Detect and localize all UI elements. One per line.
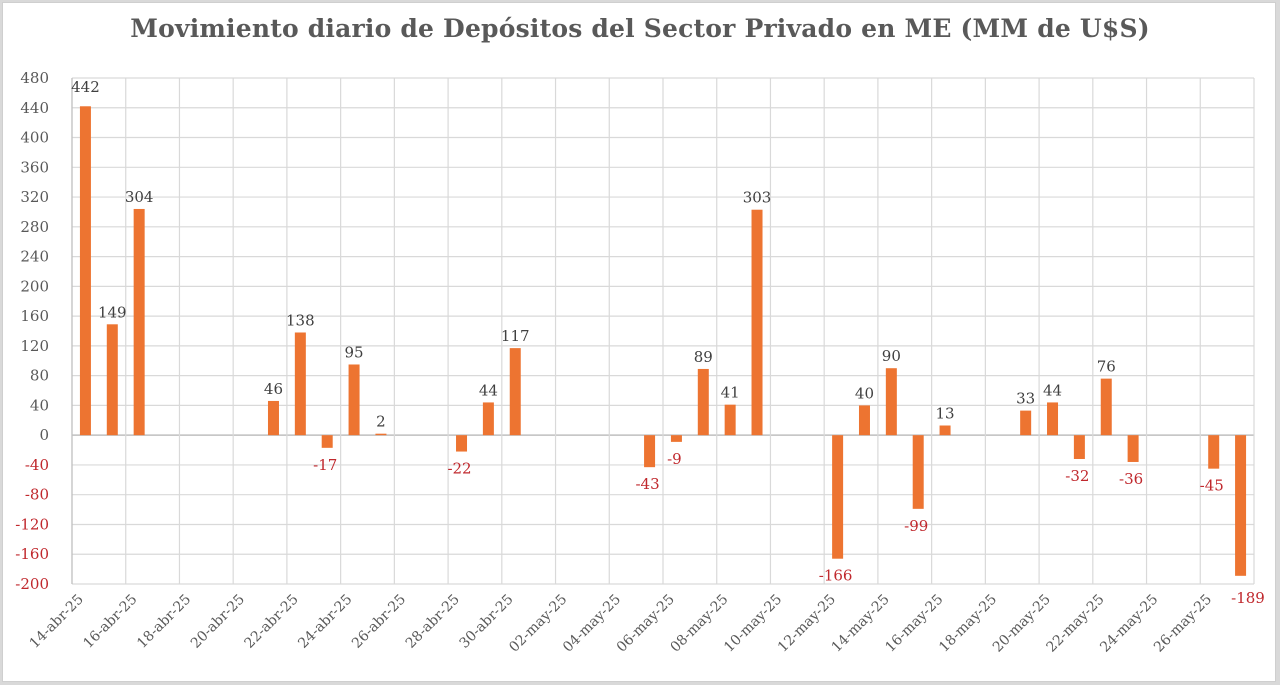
y-axis-ticks: 48044040036032028024020016012080400-40-8… (15, 69, 49, 593)
y-tick-label: 400 (20, 129, 49, 147)
y-tick-label: -160 (15, 545, 49, 563)
bar (456, 435, 468, 452)
bar (885, 368, 897, 436)
data-label: 95 (345, 343, 364, 361)
y-tick-label: -200 (15, 575, 49, 593)
bar (912, 435, 924, 509)
x-tick-label: 22-abr-25 (242, 592, 302, 652)
data-label: 138 (286, 311, 315, 329)
y-tick-label: -40 (25, 456, 49, 474)
bars (79, 106, 1247, 576)
data-label: 442 (71, 78, 100, 96)
data-label: 149 (98, 303, 127, 321)
chart-title: Movimiento diario de Depósitos del Secto… (130, 14, 1150, 43)
data-label: 304 (125, 188, 154, 206)
data-label: 89 (694, 348, 713, 366)
data-label: 13 (936, 405, 955, 423)
data-label: 2 (376, 413, 386, 431)
bar (939, 425, 951, 436)
bar (858, 405, 870, 436)
y-tick-label: -120 (15, 515, 49, 533)
x-tick-label: 26-abr-25 (349, 592, 409, 652)
bar (321, 435, 333, 448)
y-tick-label: 0 (39, 426, 49, 444)
data-label: -99 (904, 517, 928, 535)
y-tick-label: 440 (20, 99, 49, 117)
data-label: -22 (447, 460, 471, 478)
data-labels: 442 149 304 46 138 -17 95 2 -22 44 117 -43 -9 89 41 303… (71, 78, 1265, 607)
data-label: -32 (1065, 467, 1089, 485)
bar (724, 404, 736, 436)
data-label: -189 (1231, 589, 1265, 607)
x-tick-label: 26-may-25 (1151, 592, 1215, 656)
bar (1073, 435, 1085, 459)
data-label: -9 (667, 450, 682, 468)
bar (670, 435, 682, 442)
data-label: 46 (264, 380, 283, 398)
y-tick-label: 160 (20, 307, 49, 325)
data-label: -17 (313, 456, 337, 474)
bar (509, 348, 521, 436)
y-tick-label: 120 (20, 337, 49, 355)
bar (1100, 378, 1112, 436)
bar (106, 324, 118, 436)
bar (1208, 435, 1220, 469)
y-tick-label: 480 (20, 69, 49, 87)
data-label: 117 (501, 327, 530, 345)
y-tick-label: 80 (30, 367, 49, 385)
data-label: 90 (882, 347, 901, 365)
gridlines (71, 77, 1255, 585)
bar (832, 435, 844, 559)
y-tick-label: 200 (20, 277, 49, 295)
y-tick-label: 320 (20, 188, 49, 206)
bar (1047, 402, 1059, 436)
bar (1127, 435, 1139, 462)
data-label: -43 (635, 475, 659, 493)
bar (751, 209, 763, 436)
y-tick-label: 40 (30, 396, 49, 414)
data-label: 44 (479, 381, 498, 399)
x-tick-label: 16-abr-25 (80, 592, 140, 652)
data-label: -36 (1119, 470, 1143, 488)
bar (1235, 435, 1247, 576)
data-label: 76 (1097, 358, 1116, 376)
x-tick-label: 14-abr-25 (27, 592, 87, 652)
x-tick-label: 28-abr-25 (403, 592, 463, 652)
y-tick-label: 280 (20, 218, 49, 236)
data-label: 40 (855, 384, 874, 402)
y-tick-label: -80 (25, 486, 49, 504)
data-label: 41 (721, 384, 740, 402)
y-tick-label: 240 (20, 248, 49, 266)
x-tick-label: 20-abr-25 (188, 592, 248, 652)
bar (375, 433, 387, 436)
x-tick-label: 18-abr-25 (134, 592, 194, 652)
x-tick-label: 24-abr-25 (295, 592, 355, 652)
bar (267, 400, 279, 436)
data-label: -166 (819, 567, 853, 585)
bar (294, 332, 306, 436)
bar (697, 368, 709, 436)
y-tick-label: 360 (20, 158, 49, 176)
data-label: 303 (743, 189, 772, 207)
bar (133, 208, 145, 436)
x-axis-ticks: 14-abr-2516-abr-2518-abr-2520-abr-2522-a… (27, 592, 1215, 656)
bar (348, 364, 360, 436)
data-label: 44 (1043, 381, 1062, 399)
bar (482, 402, 494, 436)
bar (644, 435, 656, 468)
data-label: 33 (1016, 390, 1035, 408)
bar (1020, 410, 1032, 436)
data-label: -45 (1200, 477, 1224, 495)
bar (79, 106, 91, 436)
